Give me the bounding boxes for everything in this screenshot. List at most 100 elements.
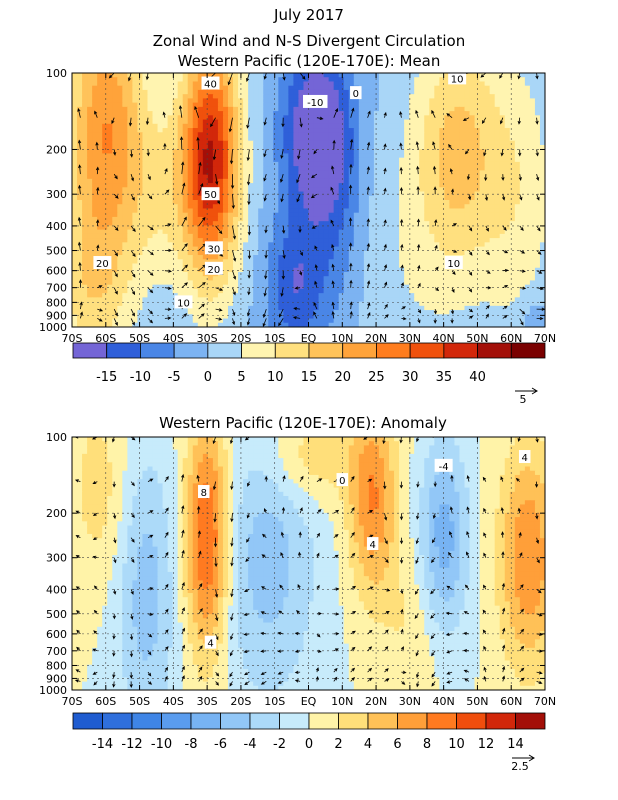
field-cell — [524, 212, 531, 218]
field-cell — [414, 77, 420, 83]
field-cell — [107, 208, 113, 214]
field-cell — [167, 132, 174, 138]
field-cell — [278, 276, 284, 282]
field-cell — [444, 271, 450, 277]
field-cell — [258, 267, 264, 273]
field-cell — [328, 136, 335, 142]
field-cell — [469, 293, 476, 298]
field-cell — [389, 111, 395, 116]
field-cell — [434, 77, 440, 83]
field-cell — [238, 204, 244, 210]
field-cell — [253, 77, 259, 83]
field-cell — [107, 157, 113, 163]
field-cell — [122, 85, 128, 91]
field-cell — [394, 225, 400, 231]
field-cell — [243, 267, 249, 273]
field-cell — [389, 89, 395, 95]
field-cell — [358, 157, 365, 163]
field-cell — [494, 161, 501, 167]
field-cell — [328, 153, 335, 159]
field-cell — [373, 229, 380, 235]
field-cell — [97, 293, 103, 298]
field-cell — [212, 216, 219, 222]
field-cell — [187, 288, 194, 294]
field-cell — [107, 225, 113, 231]
field-cell — [358, 195, 365, 201]
field-cell — [82, 157, 88, 163]
field-cell — [253, 73, 259, 78]
field-cell — [519, 187, 526, 193]
field-cell — [449, 119, 456, 125]
field-cell — [298, 221, 305, 226]
field-cell — [197, 259, 204, 265]
field-cell — [97, 233, 103, 239]
field-cell — [343, 238, 350, 243]
field-cell — [127, 170, 133, 176]
field-cell — [373, 161, 380, 167]
field-cell — [192, 267, 199, 273]
field-cell — [313, 216, 320, 222]
field-cell — [207, 284, 214, 290]
field-cell — [303, 255, 310, 260]
field-cell — [394, 170, 400, 176]
field-cell — [333, 94, 340, 99]
field-cell — [72, 123, 78, 129]
field-cell — [177, 140, 184, 146]
field-cell — [469, 144, 476, 150]
field-cell — [202, 204, 209, 210]
field-cell — [469, 242, 476, 248]
field-cell — [474, 128, 481, 133]
field-cell — [127, 111, 133, 116]
field-cell — [479, 98, 486, 104]
field-cell — [394, 284, 400, 290]
field-cell — [77, 136, 83, 142]
field-cell — [338, 187, 345, 193]
field-cell — [268, 225, 274, 231]
field-cell — [429, 267, 435, 273]
field-cell — [419, 246, 425, 252]
field-cell — [474, 178, 481, 184]
field-cell — [112, 149, 118, 155]
field-cell — [318, 255, 325, 260]
field-cell — [227, 250, 234, 256]
field-cell — [429, 73, 435, 78]
field-cell — [273, 200, 279, 205]
field-cell — [434, 89, 440, 95]
field-cell — [112, 204, 118, 210]
field-cell — [358, 174, 365, 180]
field-cell — [122, 288, 128, 294]
field-cell — [293, 153, 300, 159]
field-cell — [409, 94, 415, 99]
field-cell — [238, 259, 244, 265]
field-cell — [399, 94, 405, 99]
field-cell — [394, 136, 400, 142]
field-cell — [142, 271, 149, 277]
field-cell — [389, 119, 395, 125]
field-cell — [529, 94, 536, 99]
field-cell — [177, 208, 184, 214]
field-cell — [268, 149, 274, 155]
field-cell — [529, 195, 536, 201]
field-cell — [273, 250, 279, 256]
field-cell — [243, 229, 249, 235]
field-cell — [519, 132, 526, 138]
field-cell — [419, 255, 425, 260]
field-cell — [439, 212, 445, 218]
field-cell — [152, 183, 159, 188]
field-cell — [172, 204, 179, 210]
field-cell — [127, 166, 133, 171]
field-cell — [328, 157, 335, 163]
field-cell — [192, 216, 199, 222]
field-cell — [358, 115, 365, 121]
field-cell — [514, 157, 521, 163]
field-cell — [464, 208, 471, 214]
field-cell — [283, 153, 289, 159]
field-cell — [434, 106, 440, 112]
field-cell — [509, 183, 516, 188]
field-cell — [258, 102, 264, 108]
field-cell — [409, 242, 415, 248]
field-cell — [263, 233, 269, 239]
field-cell — [444, 267, 450, 273]
field-cell — [499, 123, 506, 129]
field-cell — [383, 271, 390, 277]
